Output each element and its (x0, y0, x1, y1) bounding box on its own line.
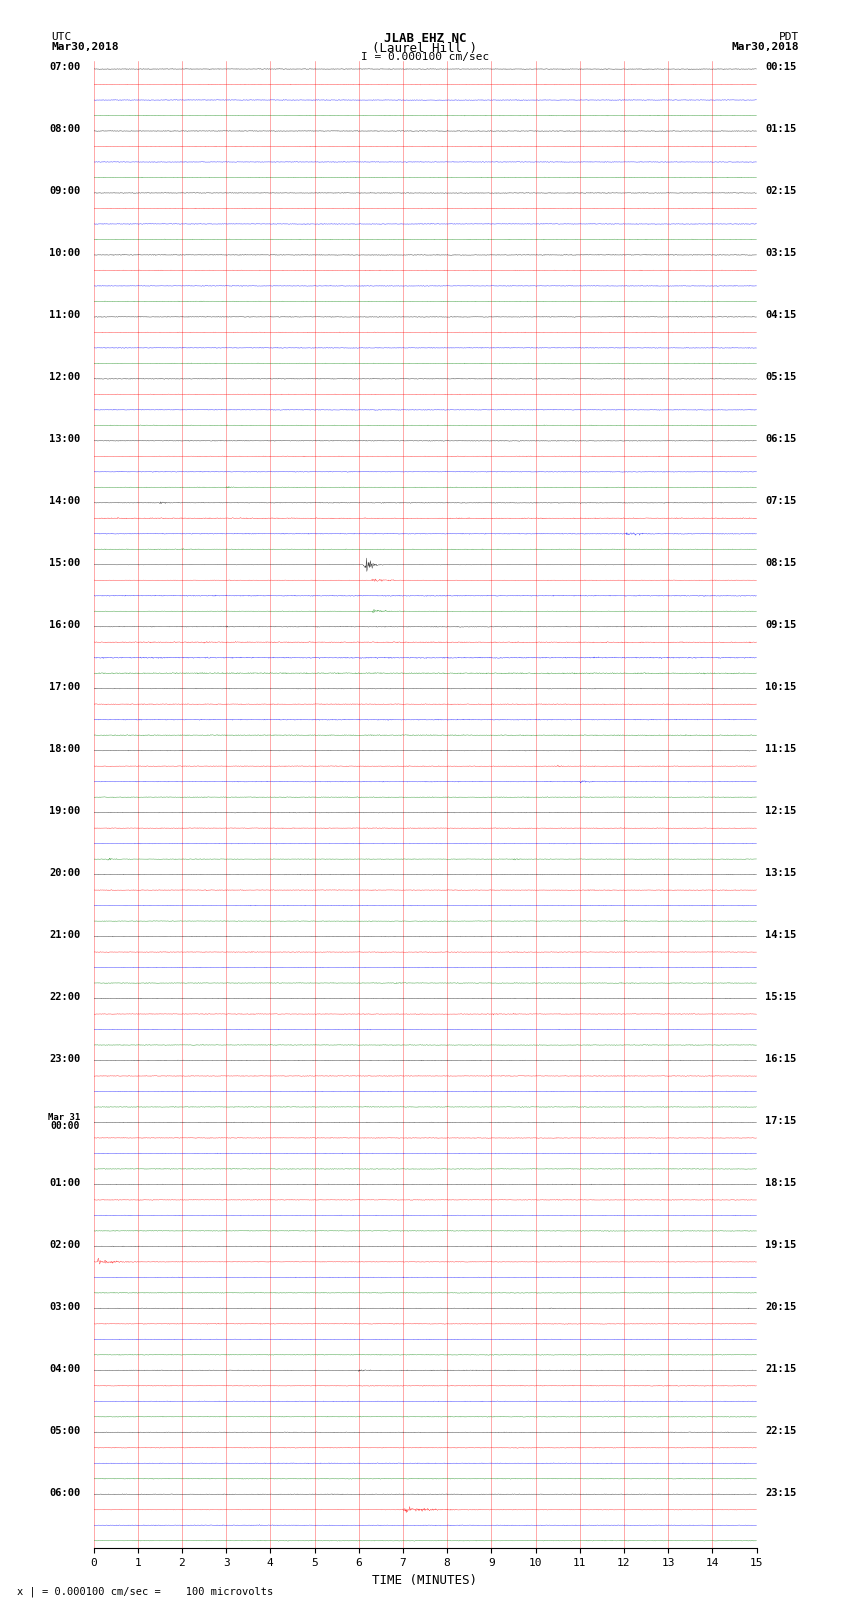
Text: 12:00: 12:00 (49, 373, 80, 382)
Text: 00:15: 00:15 (765, 63, 796, 73)
Text: Mar 31: Mar 31 (48, 1113, 80, 1123)
Text: 04:15: 04:15 (765, 310, 796, 321)
Text: 22:00: 22:00 (49, 992, 80, 1002)
Text: 08:15: 08:15 (765, 558, 796, 568)
Text: 17:15: 17:15 (765, 1116, 796, 1126)
Text: x | = 0.000100 cm/sec =    100 microvolts: x | = 0.000100 cm/sec = 100 microvolts (17, 1586, 273, 1597)
Text: 08:00: 08:00 (49, 124, 80, 134)
Text: JLAB EHZ NC: JLAB EHZ NC (383, 32, 467, 45)
Text: 13:00: 13:00 (49, 434, 80, 444)
Text: 03:15: 03:15 (765, 248, 796, 258)
Text: 07:00: 07:00 (49, 63, 80, 73)
Text: Mar30,2018: Mar30,2018 (51, 42, 118, 52)
Text: 22:15: 22:15 (765, 1426, 796, 1436)
Text: 16:15: 16:15 (765, 1053, 796, 1065)
Text: 14:00: 14:00 (49, 497, 80, 506)
Text: 07:15: 07:15 (765, 497, 796, 506)
Text: 16:00: 16:00 (49, 619, 80, 631)
Text: 18:15: 18:15 (765, 1177, 796, 1187)
Text: 19:00: 19:00 (49, 806, 80, 816)
Text: 09:15: 09:15 (765, 619, 796, 631)
Text: 18:00: 18:00 (49, 744, 80, 755)
Text: 04:00: 04:00 (49, 1363, 80, 1374)
Text: 01:15: 01:15 (765, 124, 796, 134)
X-axis label: TIME (MINUTES): TIME (MINUTES) (372, 1574, 478, 1587)
Text: 11:15: 11:15 (765, 744, 796, 755)
Text: 05:15: 05:15 (765, 373, 796, 382)
Text: 15:15: 15:15 (765, 992, 796, 1002)
Text: 21:00: 21:00 (49, 931, 80, 940)
Text: 12:15: 12:15 (765, 806, 796, 816)
Text: 11:00: 11:00 (49, 310, 80, 321)
Text: (Laurel Hill ): (Laurel Hill ) (372, 42, 478, 55)
Text: 23:15: 23:15 (765, 1487, 796, 1498)
Text: UTC: UTC (51, 32, 71, 42)
Text: 05:00: 05:00 (49, 1426, 80, 1436)
Text: 15:00: 15:00 (49, 558, 80, 568)
Text: 19:15: 19:15 (765, 1240, 796, 1250)
Text: 21:15: 21:15 (765, 1363, 796, 1374)
Text: 06:00: 06:00 (49, 1487, 80, 1498)
Text: 09:00: 09:00 (49, 187, 80, 197)
Text: 06:15: 06:15 (765, 434, 796, 444)
Text: 17:00: 17:00 (49, 682, 80, 692)
Text: 02:00: 02:00 (49, 1240, 80, 1250)
Text: 13:15: 13:15 (765, 868, 796, 877)
Text: 03:00: 03:00 (49, 1302, 80, 1311)
Text: 10:00: 10:00 (49, 248, 80, 258)
Text: 00:00: 00:00 (51, 1121, 80, 1131)
Text: PDT: PDT (779, 32, 799, 42)
Text: 01:00: 01:00 (49, 1177, 80, 1187)
Text: 14:15: 14:15 (765, 931, 796, 940)
Text: Mar30,2018: Mar30,2018 (732, 42, 799, 52)
Text: 23:00: 23:00 (49, 1053, 80, 1065)
Text: 20:15: 20:15 (765, 1302, 796, 1311)
Text: 20:00: 20:00 (49, 868, 80, 877)
Text: I = 0.000100 cm/sec: I = 0.000100 cm/sec (361, 52, 489, 61)
Text: 02:15: 02:15 (765, 187, 796, 197)
Text: 10:15: 10:15 (765, 682, 796, 692)
